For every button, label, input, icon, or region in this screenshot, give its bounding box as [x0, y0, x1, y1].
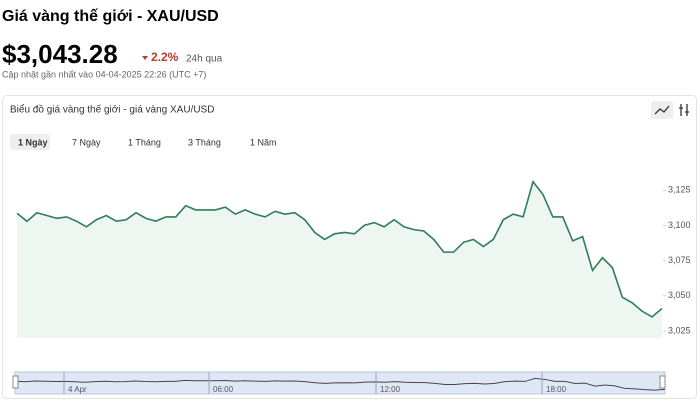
navigator-handle[interactable]	[12, 375, 19, 389]
y-tick-label: 3,050	[668, 290, 691, 300]
tab[interactable]: 3 Tháng	[188, 137, 221, 147]
navigator-label: 4 Apr	[68, 385, 87, 394]
navigator-line	[14, 377, 666, 391]
change-period: 24h qua	[186, 54, 223, 65]
candle-icon[interactable]	[679, 104, 689, 116]
chart-title: Biểu đồ giá vàng thế giới - giá vàng XAU…	[10, 104, 214, 116]
tab[interactable]: 1 Tháng	[128, 137, 161, 147]
line-icon-glyph	[654, 105, 670, 115]
tab[interactable]: 7 Ngày	[72, 137, 101, 147]
updated: Cập nhật gần nhất vào 04-04-2025 22:26 (…	[2, 69, 206, 79]
navigator-handle[interactable]	[659, 375, 666, 389]
y-tick-label: 3,075	[668, 255, 691, 265]
tab[interactable]: 1 Ngày	[18, 137, 48, 147]
y-tick-label: 3,025	[668, 325, 691, 335]
page-title: Giá vàng thế giới - XAU/USD	[2, 8, 219, 25]
card	[2, 95, 697, 399]
navigator-label: 06:00	[213, 385, 234, 394]
y-tick-label: 3,125	[668, 185, 691, 195]
change: 2.2%	[151, 50, 179, 64]
price: $3,043.28	[2, 39, 118, 69]
down-arrow	[142, 56, 148, 60]
area	[17, 181, 662, 338]
navigator-label: 18:00	[546, 385, 567, 394]
line	[16, 180, 663, 318]
y-tick-label: 3,100	[668, 220, 691, 230]
tab[interactable]: 1 Năm	[250, 137, 277, 147]
tab-active	[10, 134, 50, 150]
navigator-label: 12:00	[380, 385, 401, 394]
